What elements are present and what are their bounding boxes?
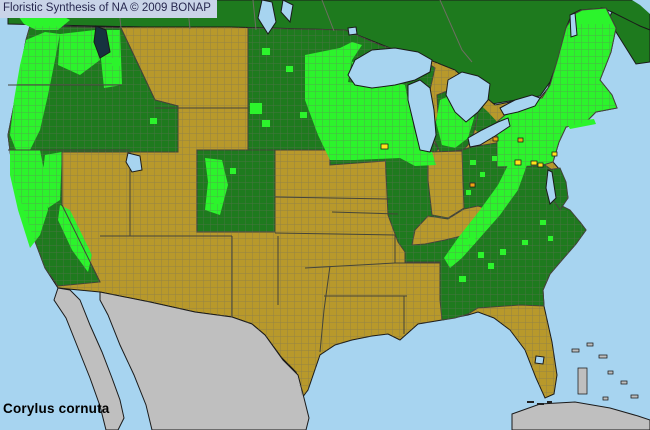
rare-county-md-2 bbox=[537, 162, 544, 168]
speck-black-hills bbox=[250, 103, 262, 114]
speck-ga-1 bbox=[468, 238, 475, 244]
region-cuba bbox=[511, 401, 650, 430]
speck-nd-2 bbox=[286, 66, 293, 72]
lake-winnipeg bbox=[257, 0, 277, 35]
speck-al-1 bbox=[459, 276, 466, 282]
county-markers-layer bbox=[112, 48, 639, 405]
speck-id bbox=[150, 118, 157, 124]
border-line-11 bbox=[274, 232, 396, 236]
speck-ga-3 bbox=[488, 263, 494, 269]
bahama-islet-5 bbox=[620, 380, 628, 385]
speck-nc-1 bbox=[522, 240, 528, 245]
bahama-islet-6 bbox=[630, 394, 639, 399]
border-line-3 bbox=[321, 0, 335, 32]
bahama-islet-3 bbox=[598, 354, 608, 359]
speck-sd-2 bbox=[262, 120, 270, 127]
bahama-andros bbox=[577, 367, 588, 395]
lake-erie bbox=[467, 117, 511, 148]
lake-ontario bbox=[499, 94, 541, 116]
bahama-islet-1 bbox=[571, 348, 580, 353]
speck-oh-4 bbox=[466, 190, 471, 195]
border-line-14 bbox=[319, 265, 331, 353]
border-line-10 bbox=[274, 196, 391, 200]
map-title: Floristic Synthesis of NA © 2009 BONAP bbox=[3, 2, 211, 14]
lakes-layer bbox=[93, 0, 578, 365]
speck-oh-2 bbox=[480, 172, 485, 177]
border-line-2 bbox=[61, 152, 101, 283]
florida-key-3 bbox=[547, 401, 552, 403]
lake-okeechobee bbox=[534, 355, 545, 365]
lake-winnipegosis bbox=[280, 0, 294, 24]
adventive-county-oh-wv bbox=[469, 182, 476, 188]
lake-champlain bbox=[569, 12, 578, 38]
lake-huron bbox=[445, 71, 491, 123]
border-line-4 bbox=[439, 0, 473, 63]
border-line-18 bbox=[331, 211, 399, 215]
speck-nc-3 bbox=[548, 236, 553, 241]
map-title-bar: Floristic Synthesis of NA © 2009 BONAP bbox=[0, 0, 217, 18]
bahama-islet-7 bbox=[602, 396, 609, 401]
species-label: Corylus cornuta bbox=[3, 401, 110, 416]
region-baja-mexico bbox=[53, 287, 125, 430]
speck-ga-2 bbox=[478, 252, 484, 258]
bahama-islet-2 bbox=[586, 342, 594, 347]
lake-superior bbox=[347, 47, 433, 89]
lake-michigan bbox=[407, 79, 437, 153]
florida-key-2 bbox=[537, 403, 544, 405]
speck-nd-1 bbox=[262, 48, 270, 55]
speck-nc-2 bbox=[540, 220, 546, 225]
state-borders-layer bbox=[8, 0, 473, 353]
chesapeake-bay bbox=[545, 169, 557, 205]
adventive-county-ny-erie bbox=[517, 137, 524, 143]
rare-county-wi-il bbox=[380, 143, 389, 150]
florida-key-1 bbox=[527, 401, 534, 403]
great-salt-lake bbox=[125, 152, 143, 173]
speck-oh-1 bbox=[470, 160, 476, 165]
speck-wa-e bbox=[112, 58, 121, 66]
rare-county-md-1 bbox=[530, 160, 538, 166]
rare-county-sw-pa bbox=[514, 159, 522, 166]
puget-sound bbox=[93, 25, 111, 59]
adventive-county-erie-pa bbox=[492, 136, 499, 142]
speck-co-1 bbox=[230, 168, 236, 174]
speck-co-2 bbox=[214, 198, 220, 204]
border-line-3 bbox=[120, 27, 179, 107]
border-line-13 bbox=[304, 262, 396, 269]
ocean-corner-ne bbox=[632, 0, 650, 14]
rare-county-de bbox=[551, 151, 558, 157]
bahama-islet-4 bbox=[607, 370, 614, 375]
speck-sd-1 bbox=[300, 112, 307, 118]
border-line-2 bbox=[252, 0, 257, 31]
lake-of-the-woods bbox=[347, 26, 358, 36]
speck-ga-4 bbox=[500, 249, 506, 255]
speck-oh-3 bbox=[492, 156, 497, 161]
